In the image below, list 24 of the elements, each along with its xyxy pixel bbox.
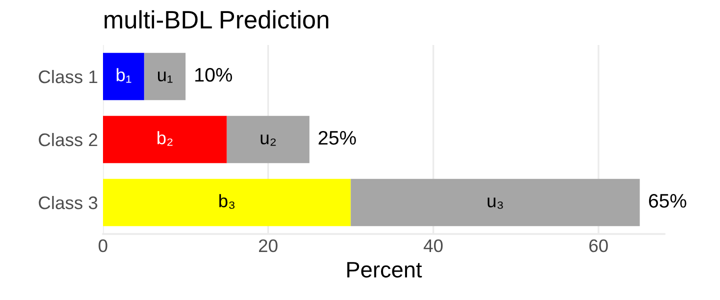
data-label: b₂	[158, 131, 173, 146]
total-label: 25%	[318, 130, 356, 145]
y-tick-label: Class 3	[38, 196, 98, 210]
x-tick-label: 40	[424, 239, 443, 252]
data-label: u₁	[158, 72, 172, 83]
y-tick-label: Class 1	[38, 70, 98, 84]
data-label: u₃	[488, 198, 503, 209]
data-label: b₃	[219, 194, 235, 209]
data-label: u₂	[260, 134, 276, 146]
bar	[102, 52, 144, 100]
total-label: 10%	[195, 68, 232, 82]
x-axis-title: Percent	[347, 262, 422, 278]
data-label: b₁	[116, 68, 132, 83]
bar	[102, 178, 351, 226]
x-tick-label: 20	[259, 239, 278, 252]
x-tick-label: 60	[589, 239, 608, 252]
x-tick-label: 0	[98, 239, 108, 252]
bar	[350, 178, 640, 226]
bar	[226, 116, 310, 164]
y-tick-label: Class 2	[38, 132, 98, 146]
total-label: 65%	[649, 194, 686, 208]
bar	[102, 116, 227, 164]
chart-title: multi-BDL Prediction	[104, 10, 328, 29]
bar	[144, 52, 186, 100]
